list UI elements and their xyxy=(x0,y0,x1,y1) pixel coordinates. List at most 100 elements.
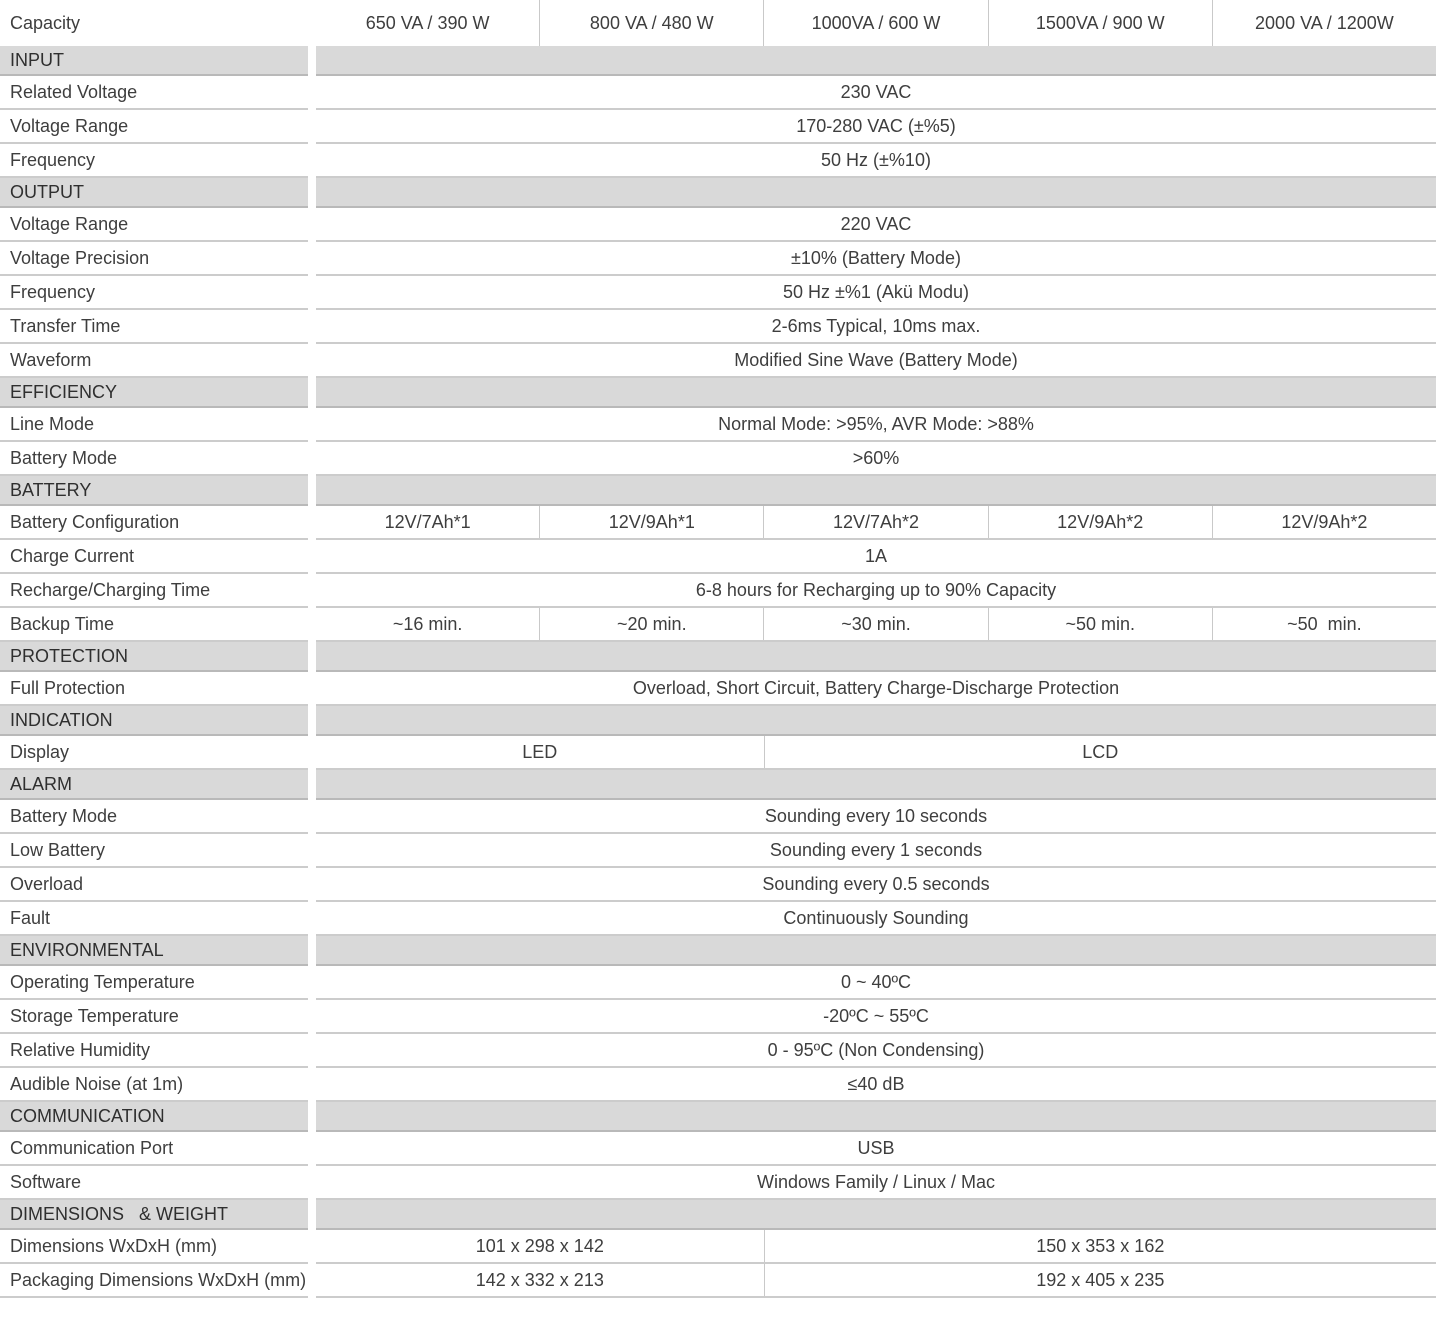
row-values: Normal Mode: >95%, AVR Mode: >88% xyxy=(316,408,1436,442)
column-gutter xyxy=(308,736,316,770)
row-value: 0 - 95ºC (Non Condensing) xyxy=(767,1039,985,1060)
table-row: Battery Mode Sounding every 10 seconds xyxy=(0,800,1436,834)
table-row: Transfer Time 2-6ms Typical, 10ms max. xyxy=(0,310,1436,344)
row-values: 170-280 VAC (±%5) xyxy=(316,110,1436,144)
row-value: 1A xyxy=(864,545,888,566)
column-gutter xyxy=(308,1264,316,1298)
row-label: Communication Port xyxy=(0,1132,308,1166)
section-title: OUTPUT xyxy=(0,178,308,208)
section-fill xyxy=(316,46,1436,76)
section-row: COMMUNICATION xyxy=(0,1102,1436,1132)
row-values: LED LCD xyxy=(316,736,1436,770)
row-value: 6-8 hours for Recharging up to 90% Capac… xyxy=(695,579,1057,600)
table-row: Voltage Precision ±10% (Battery Mode) xyxy=(0,242,1436,276)
row-value: Normal Mode: >95%, AVR Mode: >88% xyxy=(718,413,1034,434)
model-column-header: 2000 VA / 1200W xyxy=(1211,0,1436,46)
column-gutter xyxy=(308,800,316,834)
section-fill xyxy=(316,936,1436,966)
section-row: ENVIRONMENTAL xyxy=(0,936,1436,966)
row-value: 150 x 353 x 162 xyxy=(763,1230,1436,1262)
column-gutter xyxy=(308,672,316,706)
section-row: INPUT xyxy=(0,46,1436,76)
section-title: INDICATION xyxy=(0,706,308,736)
row-value: 170-280 VAC (±%5) xyxy=(796,115,956,136)
column-gutter xyxy=(308,966,316,1000)
row-value: 12V/9Ah*1 xyxy=(539,506,763,538)
row-label: Frequency xyxy=(0,144,308,178)
row-values: 50 Hz (±%10) xyxy=(316,144,1436,178)
table-row: Relative Humidity 0 - 95ºC (Non Condensin… xyxy=(0,1034,1436,1068)
table-row: Audible Noise (at 1m) ≤40 dB xyxy=(0,1068,1436,1102)
column-gutter xyxy=(308,476,316,506)
row-label: Related Voltage xyxy=(0,76,308,110)
row-values: 142 x 332 x 213 192 x 405 x 235 xyxy=(316,1264,1436,1298)
row-label: Fault xyxy=(0,902,308,936)
row-label: Voltage Range xyxy=(0,208,308,242)
section-fill xyxy=(316,706,1436,736)
column-gutter xyxy=(308,868,316,902)
column-gutter xyxy=(308,46,316,76)
row-label: Transfer Time xyxy=(0,310,308,344)
row-label: Relative Humidity xyxy=(0,1034,308,1068)
row-label: Display xyxy=(0,736,308,770)
row-value: 192 x 405 x 235 xyxy=(763,1264,1436,1296)
row-value: -20ºC ~ 55ºC xyxy=(823,1005,929,1026)
row-values: 220 VAC xyxy=(316,208,1436,242)
section-row: OUTPUT xyxy=(0,178,1436,208)
column-gutter xyxy=(308,936,316,966)
header-columns: 650 VA / 390 W 800 VA / 480 W 1000VA / 600… xyxy=(316,0,1436,46)
row-values: 2-6ms Typical, 10ms max. xyxy=(316,310,1436,344)
row-value: 50 Hz ±%1 (Akü Modu) xyxy=(783,281,969,302)
row-value: 101 x 298 x 142 xyxy=(475,1235,604,1256)
row-values: Windows Family / Linux / Mac xyxy=(316,1166,1436,1200)
row-values: 50 Hz ±%1 (Akü Modu) xyxy=(316,276,1436,310)
row-values: Sounding every 10 seconds xyxy=(316,800,1436,834)
row-label: Voltage Precision xyxy=(0,242,308,276)
column-gutter xyxy=(308,1132,316,1166)
table-row: Line Mode Normal Mode: >95%, AVR Mode: >8… xyxy=(0,408,1436,442)
row-value: ~20 min. xyxy=(539,608,763,640)
section-title: ENVIRONMENTAL xyxy=(0,936,308,966)
row-values: >60% xyxy=(316,442,1436,476)
column-gutter xyxy=(308,834,316,868)
table-row: Battery Mode >60% xyxy=(0,442,1436,476)
column-gutter xyxy=(308,608,316,642)
row-value: ~30 min. xyxy=(763,608,987,640)
row-label: Full Protection xyxy=(0,672,308,706)
row-label: Dimensions WxDxH (mm) xyxy=(0,1230,308,1264)
table-row: Backup Time ~16 min. ~20 min. ~30 min. ~50 m… xyxy=(0,608,1436,642)
row-value: 12V/9Ah*2 xyxy=(1211,506,1436,538)
column-gutter xyxy=(308,1166,316,1200)
row-value: Sounding every 0.5 seconds xyxy=(762,873,990,894)
row-value: Sounding every 10 seconds xyxy=(764,805,988,826)
column-gutter xyxy=(308,76,316,110)
row-label: Waveform xyxy=(0,344,308,378)
row-values: Overload, Short Circuit, Battery Charge-… xyxy=(316,672,1436,706)
model-column-header: 1500VA / 900 W xyxy=(987,0,1212,46)
column-gutter xyxy=(308,208,316,242)
column-gutter xyxy=(308,110,316,144)
row-value: Windows Family / Linux / Mac xyxy=(756,1171,996,1192)
column-gutter xyxy=(308,1034,316,1068)
table-row: Operating Temperature 0 ~ 40ºC xyxy=(0,966,1436,1000)
row-label: Battery Configuration xyxy=(0,506,308,540)
section-title: DIMENSIONS & WEIGHT xyxy=(0,1200,308,1230)
row-value: 12V/7Ah*1 xyxy=(384,511,471,532)
column-gutter xyxy=(308,1068,316,1102)
row-values: 6-8 hours for Recharging up to 90% Capac… xyxy=(316,574,1436,608)
section-title: COMMUNICATION xyxy=(0,1102,308,1132)
row-values: Modified Sine Wave (Battery Mode) xyxy=(316,344,1436,378)
table-row: Charge Current 1A xyxy=(0,540,1436,574)
section-row: INDICATION xyxy=(0,706,1436,736)
row-value: 12V/9Ah*2 xyxy=(987,506,1212,538)
row-values: 230 VAC xyxy=(316,76,1436,110)
row-label: Software xyxy=(0,1166,308,1200)
row-values: 0 - 95ºC (Non Condensing) xyxy=(316,1034,1436,1068)
table-row: Related Voltage 230 VAC xyxy=(0,76,1436,110)
row-label: Backup Time xyxy=(0,608,308,642)
section-fill xyxy=(316,1200,1436,1230)
section-fill xyxy=(316,178,1436,208)
table-row: Waveform Modified Sine Wave (Battery Mode… xyxy=(0,344,1436,378)
section-title: PROTECTION xyxy=(0,642,308,672)
